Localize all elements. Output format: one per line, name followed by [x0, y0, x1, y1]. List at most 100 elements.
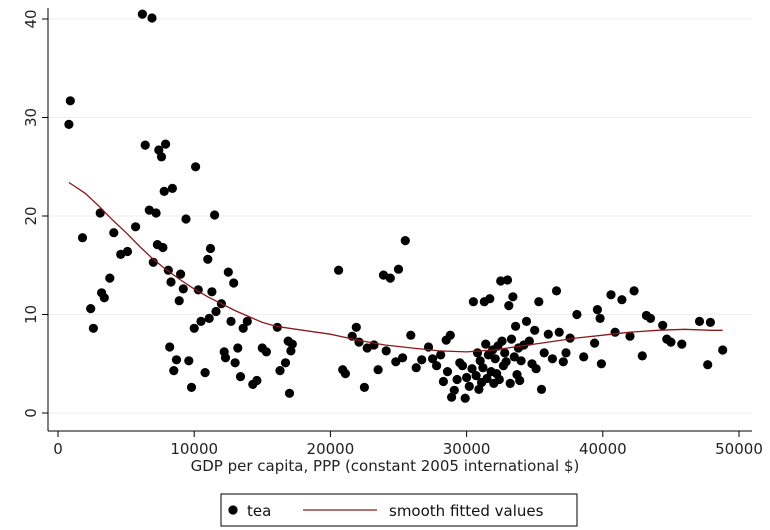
- data-point: [703, 360, 713, 370]
- data-point: [137, 9, 147, 19]
- legend-box: [220, 493, 578, 527]
- data-point: [204, 313, 214, 323]
- y-tick-label: 40: [22, 9, 40, 28]
- data-point: [438, 376, 448, 387]
- data-point: [211, 306, 221, 317]
- x-axis-title: GDP per capita, PPP (constant 2005 inter…: [191, 457, 580, 475]
- data-point: [161, 139, 171, 149]
- data-point: [200, 368, 210, 378]
- data-point: [471, 371, 481, 381]
- data-point: [131, 222, 141, 232]
- y-tick-label: 20: [22, 206, 40, 225]
- data-point: [176, 269, 186, 279]
- data-point: [417, 355, 427, 365]
- data-point: [543, 329, 553, 339]
- data-point: [181, 214, 191, 224]
- data-point: [156, 152, 167, 162]
- data-point: [530, 325, 540, 335]
- data-point: [497, 336, 507, 346]
- data-point: [490, 354, 500, 364]
- x-tick-label: 40000: [579, 440, 627, 458]
- legend-marker-tea: [228, 505, 238, 515]
- data-point: [500, 348, 510, 358]
- data-point: [191, 162, 201, 172]
- data-point: [210, 210, 220, 220]
- data-point: [203, 254, 213, 264]
- data-point: [235, 372, 246, 382]
- data-point: [516, 356, 526, 366]
- data-point: [460, 393, 470, 403]
- data-point: [694, 316, 705, 326]
- data-point: [505, 378, 515, 388]
- data-point: [485, 294, 495, 304]
- data-point: [391, 357, 401, 367]
- data-point: [207, 287, 217, 297]
- y-tick-label: 30: [22, 108, 40, 127]
- data-point: [178, 284, 188, 294]
- data-point: [88, 323, 98, 333]
- data-point: [400, 236, 410, 246]
- data-point: [658, 320, 668, 330]
- data-point: [272, 322, 282, 332]
- data-point: [677, 339, 687, 349]
- data-point: [86, 304, 96, 314]
- data-point: [169, 366, 179, 376]
- data-point: [174, 296, 184, 306]
- data-point: [158, 242, 168, 253]
- data-point: [475, 356, 485, 366]
- x-tick-label: 10000: [170, 440, 218, 458]
- data-point: [452, 374, 462, 385]
- data-point: [340, 369, 350, 379]
- x-ticks: 0 10000 20000 30000 40000 50000: [53, 431, 763, 458]
- data-point: [536, 384, 547, 394]
- data-point: [186, 382, 197, 392]
- data-point: [287, 339, 297, 349]
- data-point: [481, 339, 491, 349]
- data-point: [501, 357, 511, 367]
- data-point: [406, 330, 416, 340]
- data-point: [572, 309, 582, 320]
- data-point: [64, 119, 74, 129]
- data-point: [151, 208, 161, 218]
- data-point: [534, 297, 544, 307]
- data-point: [280, 358, 291, 368]
- y-tick-label: 10: [22, 305, 40, 324]
- data-point: [579, 352, 589, 362]
- data-point: [637, 351, 647, 361]
- data-point: [464, 381, 474, 391]
- data-point: [109, 228, 119, 238]
- data-point: [496, 276, 506, 286]
- data-point: [447, 392, 457, 402]
- data-point: [524, 336, 534, 346]
- data-point: [65, 96, 75, 106]
- data-point: [359, 382, 369, 392]
- data-point: [171, 355, 182, 365]
- data-point: [167, 183, 177, 193]
- data-point: [482, 373, 492, 384]
- data-point: [261, 347, 271, 357]
- data-point: [445, 330, 455, 340]
- axes: [47, 8, 752, 432]
- data-point: [449, 385, 459, 395]
- data-point: [554, 327, 564, 337]
- data-point: [509, 352, 519, 362]
- data-point: [242, 316, 252, 326]
- x-tick-label: 0: [53, 440, 63, 458]
- data-point: [165, 342, 175, 352]
- legend-label-smooth: smooth fitted values: [389, 502, 544, 520]
- tea-points: [64, 9, 728, 403]
- data-point: [393, 264, 404, 274]
- data-point: [457, 361, 468, 371]
- data-point: [504, 301, 514, 311]
- data-point: [565, 333, 575, 343]
- data-point: [196, 316, 206, 326]
- data-point: [184, 356, 194, 366]
- data-point: [229, 278, 239, 288]
- data-point: [592, 305, 603, 315]
- data-point: [230, 358, 240, 368]
- data-point: [275, 366, 285, 376]
- data-point: [462, 372, 472, 383]
- data-point: [617, 295, 627, 305]
- smooth-fit-line: [68, 181, 723, 353]
